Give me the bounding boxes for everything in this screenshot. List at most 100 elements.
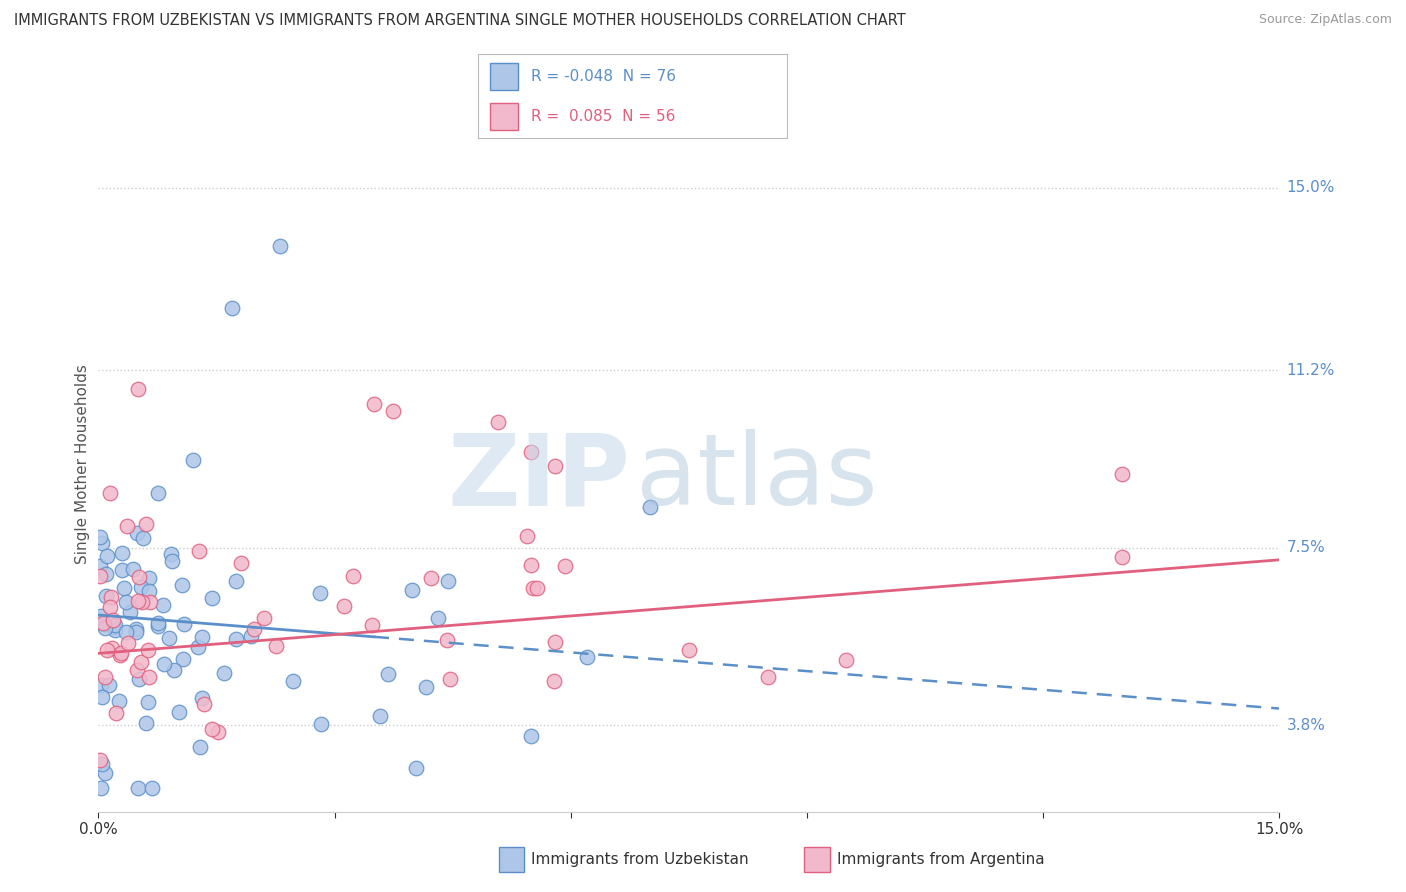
Point — [129, 655, 152, 669]
Point — [115, 595, 138, 609]
Point — [160, 547, 183, 561]
Point — [427, 611, 450, 625]
Text: R = -0.048  N = 76: R = -0.048 N = 76 — [530, 69, 676, 84]
Point — [89, 530, 111, 544]
Point — [554, 558, 576, 573]
Point — [187, 544, 209, 558]
Point — [100, 641, 122, 656]
Point — [101, 613, 124, 627]
Point — [96, 549, 118, 563]
Point — [281, 673, 304, 688]
Point — [90, 609, 112, 624]
Point — [138, 571, 160, 585]
Text: Source: ZipAtlas.com: Source: ZipAtlas.com — [1258, 13, 1392, 27]
Point — [172, 652, 194, 666]
Point — [229, 556, 252, 570]
FancyBboxPatch shape — [491, 62, 519, 90]
Point — [190, 630, 212, 644]
Point — [543, 674, 565, 689]
Point — [117, 519, 139, 533]
Point — [125, 664, 148, 678]
Point — [363, 397, 385, 411]
Point — [108, 694, 131, 708]
Point — [835, 653, 858, 667]
Point — [526, 581, 548, 595]
Point — [253, 610, 276, 624]
Point — [415, 680, 437, 694]
Text: R =  0.085  N = 56: R = 0.085 N = 56 — [530, 109, 675, 124]
Y-axis label: Single Mother Households: Single Mother Households — [75, 364, 90, 564]
Point — [110, 646, 132, 660]
Text: 15.0%: 15.0% — [1286, 180, 1334, 195]
Point — [111, 546, 134, 560]
Point — [181, 453, 204, 467]
Point — [141, 780, 163, 795]
Point — [368, 709, 391, 723]
Point — [575, 649, 598, 664]
Point — [127, 525, 149, 540]
Point — [94, 589, 117, 603]
Point — [117, 635, 139, 649]
Point — [125, 622, 148, 636]
Point — [1111, 550, 1133, 565]
Point — [139, 595, 162, 609]
Point — [544, 459, 567, 474]
Point — [90, 678, 112, 692]
Text: 11.2%: 11.2% — [1286, 363, 1334, 378]
Point — [93, 616, 115, 631]
Point — [520, 729, 543, 743]
Point — [132, 531, 155, 545]
Point — [127, 780, 149, 795]
Point — [756, 670, 779, 684]
Text: 3.8%: 3.8% — [1286, 718, 1326, 733]
Point — [138, 643, 160, 657]
Point — [191, 690, 214, 705]
Point — [90, 780, 112, 795]
Point — [419, 571, 441, 585]
Point — [135, 516, 157, 531]
Point — [90, 690, 112, 705]
Point — [128, 570, 150, 584]
Point — [638, 500, 661, 515]
Point — [124, 624, 146, 639]
Point — [103, 620, 125, 634]
Point — [269, 238, 291, 252]
Point — [127, 594, 149, 608]
Point — [360, 618, 382, 632]
Point — [516, 529, 538, 543]
Point — [520, 445, 543, 459]
Point — [333, 599, 356, 613]
Point — [520, 558, 543, 572]
Point — [135, 716, 157, 731]
Point — [207, 724, 229, 739]
Point — [138, 670, 160, 684]
Point — [112, 581, 135, 595]
FancyBboxPatch shape — [491, 103, 519, 130]
Point — [436, 632, 458, 647]
Point — [173, 616, 195, 631]
Point — [678, 642, 700, 657]
Text: atlas: atlas — [636, 429, 877, 526]
Point — [243, 622, 266, 636]
Point — [342, 569, 364, 583]
Point — [309, 717, 332, 731]
Point — [114, 625, 136, 640]
Point — [138, 695, 160, 709]
Point — [89, 753, 111, 767]
Point — [544, 634, 567, 648]
Point — [193, 697, 215, 711]
Point — [93, 766, 115, 780]
Point — [382, 404, 405, 418]
Point — [152, 598, 174, 612]
Point — [100, 591, 122, 605]
Point — [89, 568, 111, 582]
Point — [89, 559, 111, 574]
Point — [401, 582, 423, 597]
Point — [1111, 467, 1133, 482]
Point — [201, 723, 224, 737]
Point — [104, 624, 127, 638]
Point — [153, 657, 176, 671]
Point — [405, 761, 427, 775]
Point — [309, 586, 332, 600]
Point — [94, 566, 117, 581]
